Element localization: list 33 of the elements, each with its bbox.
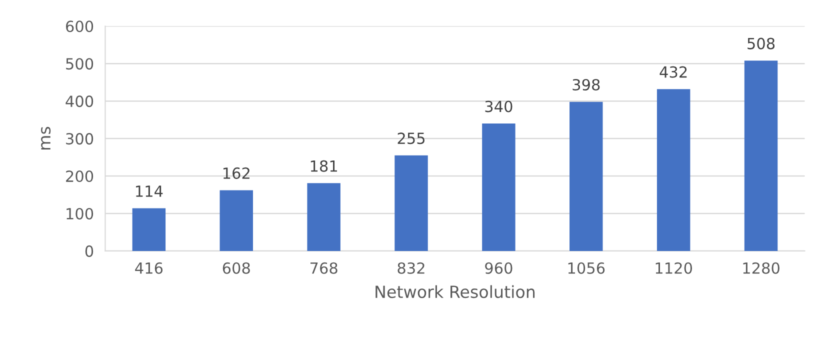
x-tick-label: 1120 [656, 262, 692, 274]
y-tick-label: 400 [66, 96, 94, 108]
x-tick-label: 1056 [568, 262, 605, 274]
data-label: 162 [223, 167, 250, 179]
data-label: 255 [398, 132, 425, 144]
data-label: 114 [136, 186, 163, 197]
bar [307, 183, 340, 251]
data-label: 340 [485, 100, 512, 112]
y-tick-label: 200 [66, 170, 94, 182]
y-tick-label: 500 [66, 58, 94, 70]
x-tick-label: 608 [222, 262, 250, 274]
bar [570, 102, 603, 251]
y-tick-label: 600 [66, 20, 94, 32]
x-tick-label: 960 [485, 262, 512, 274]
x-tick-label: 1280 [743, 262, 780, 274]
data-label: 432 [660, 66, 687, 78]
x-axis-title: Network Resolution [376, 285, 535, 298]
y-tick-label: 300 [66, 133, 94, 145]
x-tick-label: 416 [135, 262, 163, 274]
bar [482, 124, 516, 251]
bar [132, 208, 166, 251]
x-tick-label: 832 [398, 262, 424, 274]
y-axis-title: ms [41, 126, 51, 150]
data-label: 508 [748, 38, 775, 50]
data-label: 181 [310, 160, 337, 172]
data-label: 398 [572, 78, 600, 91]
y-tick-label: 0 [85, 245, 94, 257]
bar [220, 190, 253, 251]
bar [394, 155, 428, 251]
bar [656, 89, 690, 251]
x-tick-label: 768 [310, 262, 338, 274]
y-tick-label: 100 [66, 208, 94, 220]
bar [744, 60, 778, 251]
